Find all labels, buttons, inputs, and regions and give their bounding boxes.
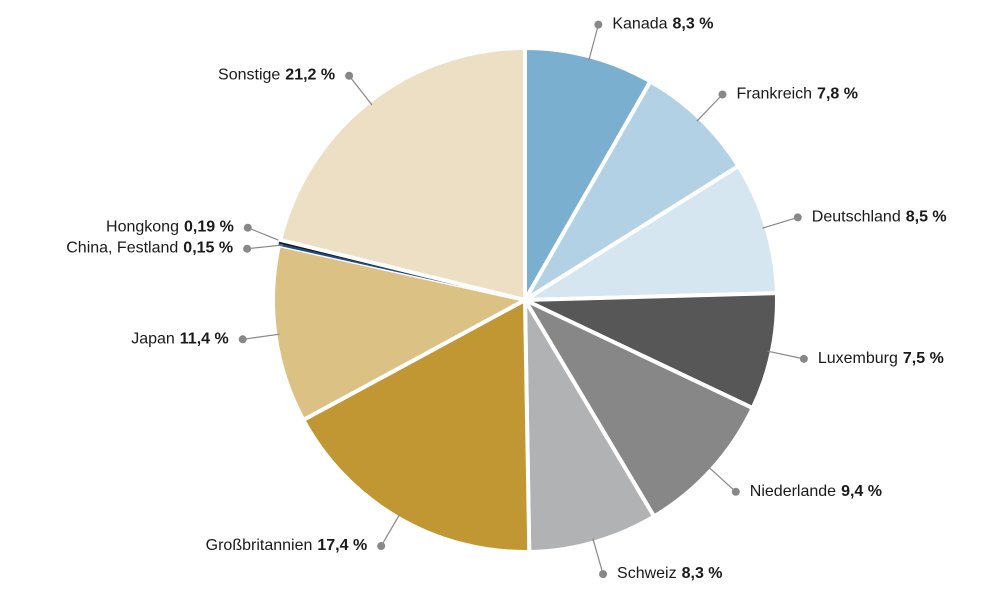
leader-dot [594, 20, 603, 29]
leader-dot [599, 570, 608, 579]
leader-dot [718, 90, 727, 99]
leader-line [247, 244, 284, 250]
leader-dot [345, 71, 354, 80]
slice-label: Schweiz 8,3 % [617, 565, 723, 582]
value-label: 8,3 % [682, 565, 723, 582]
value-label: 7,5 % [903, 350, 944, 367]
leader-line [380, 513, 401, 547]
leader-dot [793, 213, 802, 222]
category-name: Niederlande [750, 483, 836, 500]
leader-line [762, 216, 798, 229]
category-name: Großbritannien [206, 537, 313, 554]
value-label: 11,4 % [180, 331, 229, 348]
slice-label: Niederlande 9,4 % [750, 483, 882, 500]
value-label: 7,8 % [817, 86, 858, 103]
leader-line [592, 538, 604, 575]
leader-line [767, 350, 804, 360]
value-label: 8,5 % [906, 209, 947, 226]
value-label: 8,3 % [673, 16, 714, 33]
leader-dot [238, 335, 247, 344]
slice-label: Sonstige 21,2 % [218, 67, 335, 84]
slice-label: Deutschland 8,5 % [812, 209, 947, 226]
leader-dot [799, 354, 808, 363]
leader-line [247, 227, 285, 243]
leader-line [708, 466, 737, 493]
value-label: 0,15 % [183, 240, 233, 257]
category-name: Japan [131, 331, 175, 348]
category-name: Kanada [612, 16, 667, 33]
category-name: Luxemburg [818, 350, 898, 367]
category-name: Deutschland [812, 209, 901, 226]
leader-line [588, 24, 599, 61]
category-name: Sonstige [218, 67, 280, 84]
category-name: Frankreich [736, 86, 812, 103]
category-name: Hongkong [106, 219, 179, 236]
leader-dot [377, 542, 386, 551]
slice-label: Hongkong 0,19 % [106, 219, 234, 236]
value-label: 17,4 % [317, 537, 367, 554]
value-label: 9,4 % [841, 483, 882, 500]
slice-label: Großbritannien 17,4 % [206, 537, 368, 554]
slice-label: China, Festland 0,15 % [66, 240, 233, 257]
slice-label: Japan 11,4 % [131, 331, 229, 348]
leader-line [242, 333, 280, 340]
category-name: China, Festland [66, 240, 178, 257]
leader-dot [731, 487, 740, 496]
leader-dot [243, 244, 252, 253]
leader-dot [243, 223, 252, 232]
slice-label: Frankreich 7,8 % [736, 86, 858, 103]
leader-line [696, 94, 723, 122]
leader-line [348, 75, 373, 106]
value-label: 21,2 % [285, 67, 335, 84]
slice-label: Luxemburg 7,5 % [818, 350, 944, 367]
slice-label: Kanada 8,3 % [612, 16, 713, 33]
value-label: 0,19 % [184, 219, 234, 236]
category-name: Schweiz [617, 565, 677, 582]
